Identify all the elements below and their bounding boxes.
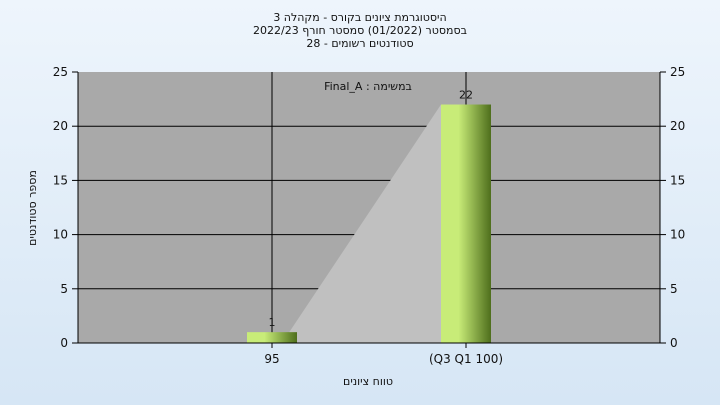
y-tick-label: 0 bbox=[60, 336, 68, 350]
y-tick-label: 25 bbox=[53, 65, 68, 79]
title-line-2: בסמסטר (01/2022) סמסטר חורף 2022/23 bbox=[253, 24, 467, 37]
y-tick-label: 15 bbox=[53, 173, 68, 187]
axes bbox=[72, 71, 666, 348]
title-line-1: היסטוגרמת ציונים בקורס - מקהלה 3 bbox=[273, 11, 446, 24]
y2-tick-label: 0 bbox=[670, 336, 678, 350]
data-label: 1 bbox=[269, 316, 276, 329]
y-tick-label: 5 bbox=[60, 282, 68, 296]
y2-tick-label: 10 bbox=[670, 228, 685, 242]
y-axis-title: מספר סטודנטים bbox=[26, 170, 39, 246]
y2-tick-label: 20 bbox=[670, 119, 685, 133]
x-tick-label: 95 bbox=[264, 352, 279, 366]
data-label: 22 bbox=[459, 89, 473, 102]
bar bbox=[441, 104, 491, 344]
y-tick-label: 10 bbox=[53, 228, 68, 242]
y2-tick-label: 25 bbox=[670, 65, 685, 79]
x-tick-label: (Q3 Q1 100) bbox=[429, 352, 503, 366]
x-axis-title: טווח ציונים bbox=[343, 375, 393, 388]
y-tick-label: 20 bbox=[53, 119, 68, 133]
bar bbox=[247, 332, 297, 343]
cumulative-area bbox=[282, 104, 441, 344]
chart-title: היסטוגרמת ציונים בקורס - מקהלה 3 בסמסטר … bbox=[253, 11, 467, 50]
y2-tick-label: 5 bbox=[670, 282, 678, 296]
title-line-3: סטודנטים רשומים - 28 bbox=[306, 37, 413, 50]
y2-tick-label: 15 bbox=[670, 173, 685, 187]
tick-labels: 0 0 5 5 10 10 15 15 20 20 25 25 95 (Q3 Q1 100) bbox=[53, 65, 686, 366]
bars: 1 22 bbox=[247, 89, 491, 344]
task-annotation: במשימה : Final_A bbox=[324, 80, 412, 93]
